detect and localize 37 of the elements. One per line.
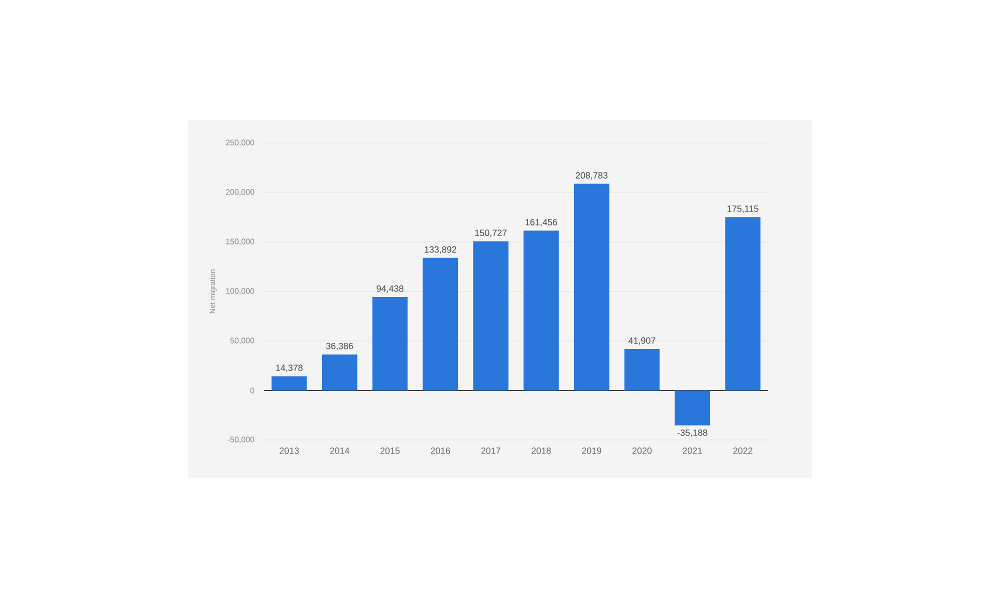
- data-label: -35,188: [678, 430, 708, 437]
- bar: [473, 241, 508, 390]
- data-label: 94,438: [376, 285, 404, 293]
- bar: [574, 184, 610, 390]
- data-label: 41,907: [628, 337, 656, 345]
- x-tick-label: 2013: [280, 448, 299, 454]
- data-label: 36,386: [326, 342, 353, 350]
- bar: [725, 217, 760, 390]
- y-tick-label: 150,000: [226, 238, 254, 246]
- y-tick-label: 50,000: [230, 338, 254, 344]
- y-tick-label: 100,000: [226, 288, 254, 295]
- y-tick-label: 200,000: [226, 189, 254, 196]
- bar: [372, 296, 408, 390]
- data-label: 175,115: [728, 206, 758, 213]
- data-label: 14,378: [276, 364, 303, 372]
- bar: [322, 354, 358, 390]
- x-tick-label: 2015: [380, 448, 400, 454]
- y-tick-label: -50,000: [228, 436, 254, 444]
- y-tick-label: 250,000: [226, 140, 254, 146]
- bar: [674, 390, 710, 426]
- bar: [272, 376, 307, 390]
- x-tick-label: 2014: [330, 448, 350, 454]
- bar: [624, 348, 660, 390]
- x-tick-label: 2021: [682, 448, 702, 454]
- x-tick-label: 2017: [481, 448, 500, 454]
- bar: [524, 230, 559, 390]
- data-label: 208,783: [576, 172, 608, 180]
- data-label: 133,892: [424, 246, 456, 254]
- x-tick-label: 2019: [582, 448, 602, 454]
- y-tick-label: 0: [250, 388, 254, 394]
- data-label: 150,727: [475, 230, 507, 238]
- data-label: 161,456: [526, 219, 558, 226]
- x-tick-label: 2018: [532, 448, 551, 454]
- x-tick-label: 2022: [733, 448, 752, 454]
- x-tick-label: 2016: [430, 448, 450, 454]
- bar: [422, 258, 458, 390]
- x-tick-label: 2020: [632, 448, 652, 454]
